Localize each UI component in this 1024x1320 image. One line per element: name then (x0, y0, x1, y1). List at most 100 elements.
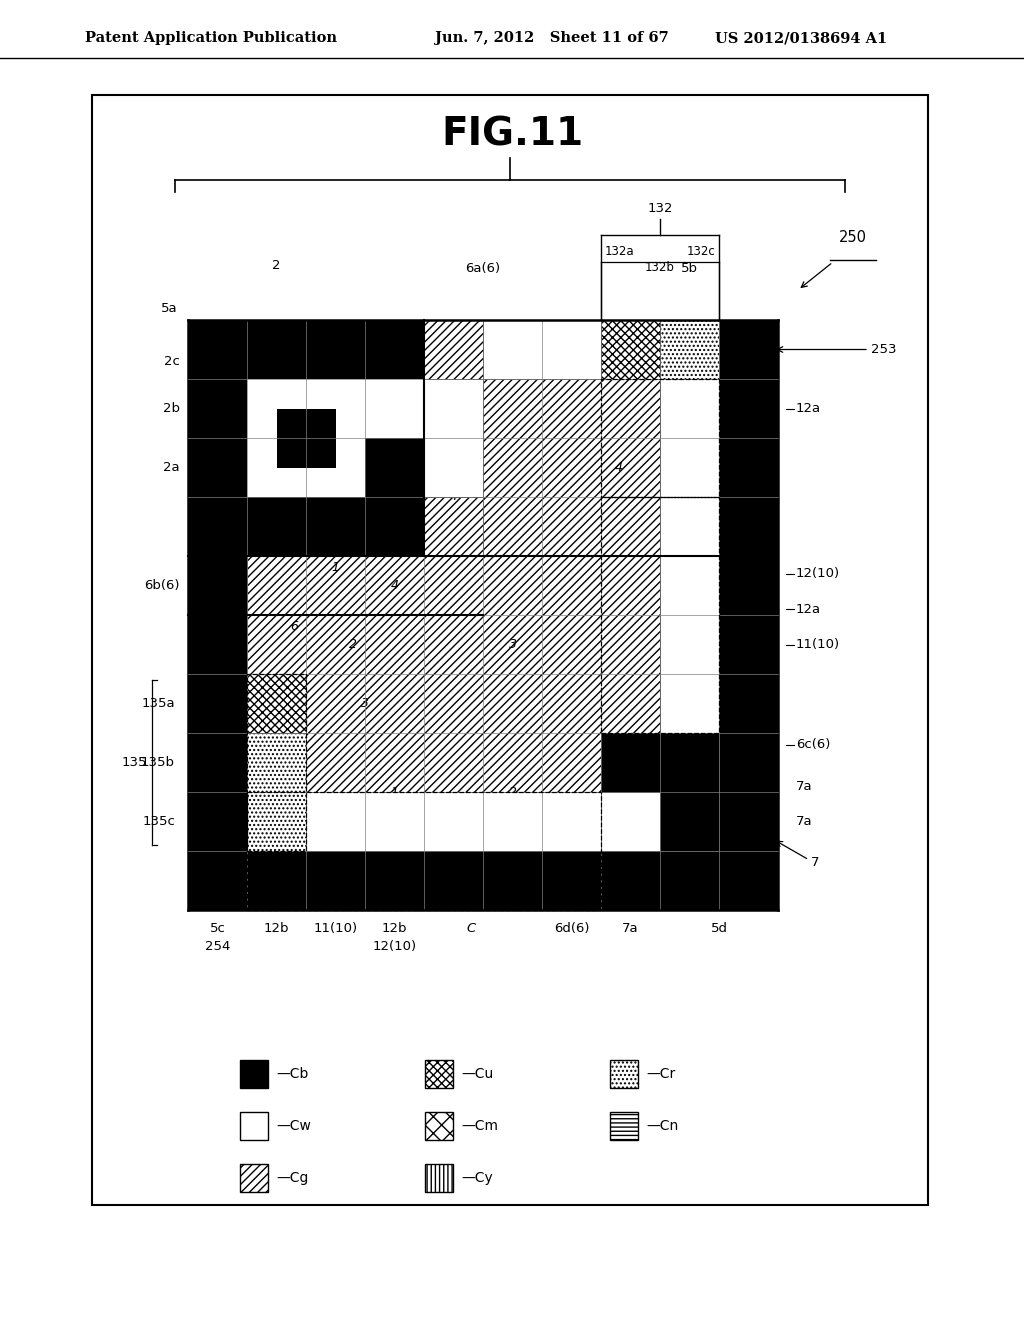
Text: 4: 4 (614, 461, 623, 474)
Text: 2a: 2a (164, 461, 180, 474)
Text: 6c(6): 6c(6) (796, 738, 830, 751)
Text: 132c: 132c (687, 246, 716, 257)
Bar (247, 379, 424, 498)
Text: 6b(6): 6b(6) (144, 579, 180, 591)
Text: Jun. 7, 2012   Sheet 11 of 67: Jun. 7, 2012 Sheet 11 of 67 (435, 30, 669, 45)
Text: 12a: 12a (796, 403, 821, 414)
Text: 7: 7 (811, 857, 819, 870)
Text: 4: 4 (450, 491, 458, 503)
Text: 254: 254 (205, 940, 230, 953)
Bar (719, 379, 778, 851)
Text: 253: 253 (871, 343, 896, 356)
Bar (247, 675, 306, 733)
Text: 5d: 5d (711, 921, 727, 935)
Text: US 2012/0138694 A1: US 2012/0138694 A1 (715, 30, 887, 45)
Bar (188, 319, 778, 379)
Text: 6a(6): 6a(6) (466, 261, 501, 275)
Text: 12a: 12a (796, 603, 821, 615)
Bar (188, 319, 424, 556)
Text: 3: 3 (361, 697, 369, 710)
Bar (247, 792, 306, 851)
Text: 6: 6 (290, 620, 298, 634)
Bar (247, 792, 601, 909)
Bar (424, 379, 483, 498)
Text: —Cy: —Cy (461, 1171, 493, 1185)
Text: C: C (467, 921, 476, 935)
Text: 2c: 2c (164, 355, 180, 368)
Bar (247, 792, 660, 851)
Text: Patent Application Publication: Patent Application Publication (85, 30, 337, 45)
Bar (247, 792, 306, 851)
Bar (601, 319, 660, 379)
Bar (276, 408, 336, 467)
Bar (610, 1111, 638, 1140)
Bar (601, 498, 719, 733)
Text: 2: 2 (349, 638, 357, 651)
Text: —Cu: —Cu (461, 1067, 494, 1081)
Text: 4: 4 (390, 579, 398, 591)
Bar (660, 379, 719, 851)
Text: 2: 2 (272, 259, 281, 272)
Bar (424, 319, 660, 556)
Bar (247, 556, 660, 851)
Text: 5a: 5a (162, 301, 178, 314)
Text: 3: 3 (509, 638, 516, 651)
Bar (601, 379, 719, 498)
Text: —Cw: —Cw (276, 1119, 311, 1133)
Text: —Cn: —Cn (646, 1119, 678, 1133)
Text: 2b: 2b (163, 403, 180, 414)
Bar (240, 1111, 268, 1140)
Bar (240, 1164, 268, 1192)
Bar (247, 498, 483, 556)
Bar (188, 851, 778, 909)
Bar (425, 1060, 453, 1088)
Bar (660, 319, 719, 379)
Text: 7a: 7a (623, 921, 639, 935)
Bar (247, 675, 306, 851)
Text: 135c: 135c (142, 814, 175, 828)
Bar (601, 733, 719, 851)
Text: 12b: 12b (382, 921, 408, 935)
Bar (188, 498, 247, 556)
Bar (247, 379, 365, 498)
Text: 5: 5 (390, 432, 398, 445)
Bar (240, 1060, 268, 1088)
Text: 5c: 5c (210, 921, 225, 935)
Text: —Cg: —Cg (276, 1171, 308, 1185)
Text: 2: 2 (509, 785, 516, 799)
Bar (483, 319, 601, 379)
Bar (425, 1164, 453, 1192)
Bar (365, 379, 424, 438)
Text: —Cb: —Cb (276, 1067, 308, 1081)
Bar (610, 1060, 638, 1088)
Text: 250: 250 (839, 230, 867, 246)
Text: 132a: 132a (604, 246, 634, 257)
Bar (188, 319, 424, 556)
Text: 1: 1 (332, 561, 340, 574)
Bar (92, 95, 928, 1205)
Bar (601, 792, 660, 851)
Bar (425, 1111, 453, 1140)
Text: 135b: 135b (141, 756, 175, 770)
Text: 11(10): 11(10) (313, 921, 357, 935)
Text: 132: 132 (647, 202, 673, 215)
Bar (247, 379, 365, 498)
Text: 132b: 132b (645, 261, 675, 275)
Text: —Cm: —Cm (461, 1119, 498, 1133)
Text: 5b: 5b (681, 261, 698, 275)
Text: 12b: 12b (264, 921, 289, 935)
Text: 7a: 7a (796, 814, 813, 828)
Bar (188, 556, 483, 615)
Bar (247, 379, 365, 498)
Text: 1: 1 (390, 785, 398, 799)
Text: 12(10): 12(10) (796, 568, 840, 581)
Text: 11(10): 11(10) (796, 638, 840, 651)
Bar (247, 733, 306, 792)
Text: 12(10): 12(10) (373, 940, 417, 953)
Text: 135: 135 (122, 756, 147, 770)
Text: FIG.11: FIG.11 (441, 116, 583, 154)
Bar (188, 379, 247, 851)
Bar (188, 319, 778, 909)
Bar (247, 675, 306, 733)
Text: 135a: 135a (141, 697, 175, 710)
